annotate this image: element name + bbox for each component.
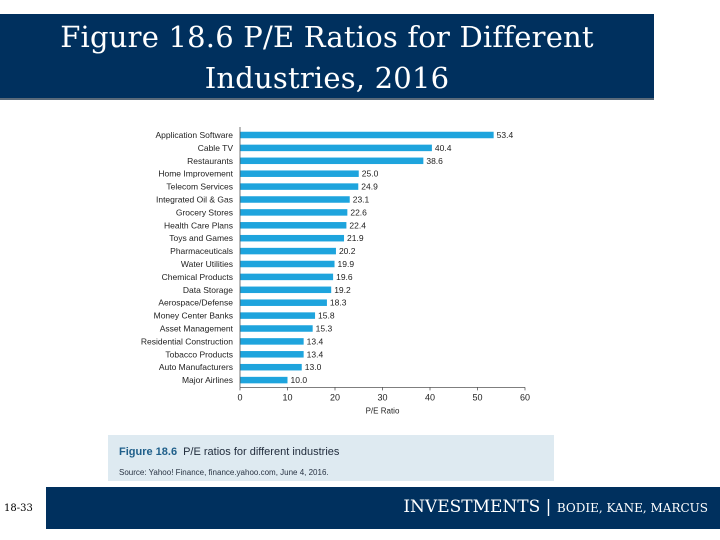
value-label-asset-management: 15.3 [316, 324, 333, 334]
slide-title-banner: Figure 18.6 P/E Ratios for Different Ind… [0, 14, 654, 100]
category-label-application-software: Application Software [156, 130, 234, 140]
bar-telecom-services [240, 183, 359, 190]
value-label-integrated-oil-gas: 23.1 [353, 195, 370, 205]
category-label-asset-management: Asset Management [160, 324, 234, 334]
x-tick-label-40: 40 [425, 392, 435, 402]
x-tick-label-20: 20 [330, 392, 340, 402]
bar-residential-construction [240, 338, 304, 345]
slide-title-line2: Industries, 2016 [204, 61, 450, 95]
category-label-telecom-services: Telecom Services [166, 182, 233, 192]
figure-source: Source: Yahoo! Finance, finance.yahoo.co… [119, 468, 329, 477]
bar-integrated-oil-gas [240, 196, 350, 203]
value-label-cable-tv: 40.4 [435, 143, 452, 153]
footer-text: INVESTMENTS | BODIE, KANE, MARCUS [403, 497, 708, 517]
bar-water-utilities [240, 260, 335, 268]
value-label-telecom-services: 24.9 [361, 182, 378, 192]
category-label-water-utilities: Water Utilities [181, 259, 233, 269]
category-label-chemical-products: Chemical Products [162, 272, 233, 282]
x-tick-label-60: 60 [520, 392, 530, 402]
page-number: 18-33 [4, 503, 33, 514]
category-label-aerospace-defense: Aerospace/Defense [158, 298, 233, 308]
figure-caption: Figure 18.6 P/E ratios for different indu… [119, 446, 339, 458]
value-label-health-care-plans: 22.4 [349, 220, 366, 230]
bar-major-airlines [240, 376, 288, 384]
bar-aerospace-defense [240, 299, 327, 306]
x-tick-label-30: 30 [377, 392, 387, 402]
figure-panel: Application Software 53.4 Cable TV 40.4 Rest… [108, 113, 554, 481]
category-label-restaurants: Restaurants [187, 156, 233, 166]
value-label-tobacco-products: 13.4 [307, 349, 324, 359]
category-label-auto-manufacturers: Auto Manufacturers [159, 362, 233, 372]
value-label-restaurants: 38.6 [426, 156, 443, 166]
value-label-aerospace-defense: 18.3 [330, 298, 347, 308]
value-label-application-software: 53.4 [497, 130, 514, 140]
bar-pharmaceuticals [240, 247, 336, 255]
bar-chemical-products [240, 273, 334, 281]
value-label-chemical-products: 19.6 [336, 272, 353, 282]
value-label-toys-and-games: 21.9 [347, 233, 364, 243]
bar-cable-tv [240, 144, 432, 152]
bar-auto-manufacturers [240, 363, 302, 371]
category-label-residential-construction: Residential Construction [141, 336, 233, 346]
category-label-home-improvement: Home Improvement [158, 169, 233, 179]
category-label-money-center-banks: Money Center Banks [154, 311, 233, 321]
bar-tobacco-products [240, 351, 304, 358]
value-label-home-improvement: 25.0 [362, 169, 379, 179]
category-label-toys-and-games: Toys and Games [169, 233, 233, 243]
category-label-tobacco-products: Tobacco Products [165, 349, 233, 359]
value-label-auto-manufacturers: 13.0 [305, 362, 322, 372]
category-label-cable-tv: Cable TV [198, 143, 234, 153]
bar-data-storage [240, 286, 332, 294]
value-label-major-airlines: 10.0 [291, 375, 308, 385]
footer-authors: BODIE, KANE, MARCUS [556, 501, 708, 515]
bar-chart: Application Software 53.4 Cable TV 40.4 Rest… [141, 127, 530, 415]
value-label-residential-construction: 13.4 [307, 336, 324, 346]
bar-application-software [240, 131, 494, 139]
value-label-pharmaceuticals: 20.2 [339, 246, 356, 256]
bar-health-care-plans [240, 222, 347, 229]
footer-bar: INVESTMENTS | BODIE, KANE, MARCUS [46, 487, 720, 529]
category-label-integrated-oil-gas: Integrated Oil & Gas [156, 195, 233, 205]
category-label-data-storage: Data Storage [183, 285, 233, 295]
footer-book-title: INVESTMENTS [403, 497, 541, 517]
category-label-major-airlines: Major Airlines [182, 375, 233, 385]
slide-title-line1: Figure 18.6 P/E Ratios for Different [60, 20, 594, 54]
bar-toys-and-games [240, 234, 345, 242]
x-axis-label: P/E Ratio [366, 406, 400, 415]
value-label-grocery-stores: 22.6 [350, 207, 367, 217]
bar-asset-management [240, 325, 313, 332]
footer-separator: | [540, 497, 557, 517]
bar-money-center-banks [240, 312, 316, 319]
bar-grocery-stores [240, 209, 348, 216]
x-tick-label-0: 0 [237, 392, 242, 402]
category-label-pharmaceuticals: Pharmaceuticals [170, 246, 233, 256]
figure-caption-text: P/E ratios for different industries [183, 446, 340, 458]
figure-caption-number: Figure 18.6 [119, 446, 178, 458]
bar-home-improvement [240, 170, 359, 177]
category-label-health-care-plans: Health Care Plans [164, 220, 233, 230]
value-label-money-center-banks: 15.8 [318, 311, 335, 321]
value-label-data-storage: 19.2 [334, 285, 351, 295]
category-label-grocery-stores: Grocery Stores [176, 207, 233, 217]
value-label-water-utilities: 19.9 [338, 259, 355, 269]
chart-area: Application Software 53.4 Cable TV 40.4 Rest… [108, 113, 554, 435]
bar-restaurants [240, 157, 424, 165]
x-tick-label-50: 50 [472, 392, 482, 402]
x-tick-label-10: 10 [282, 392, 292, 402]
